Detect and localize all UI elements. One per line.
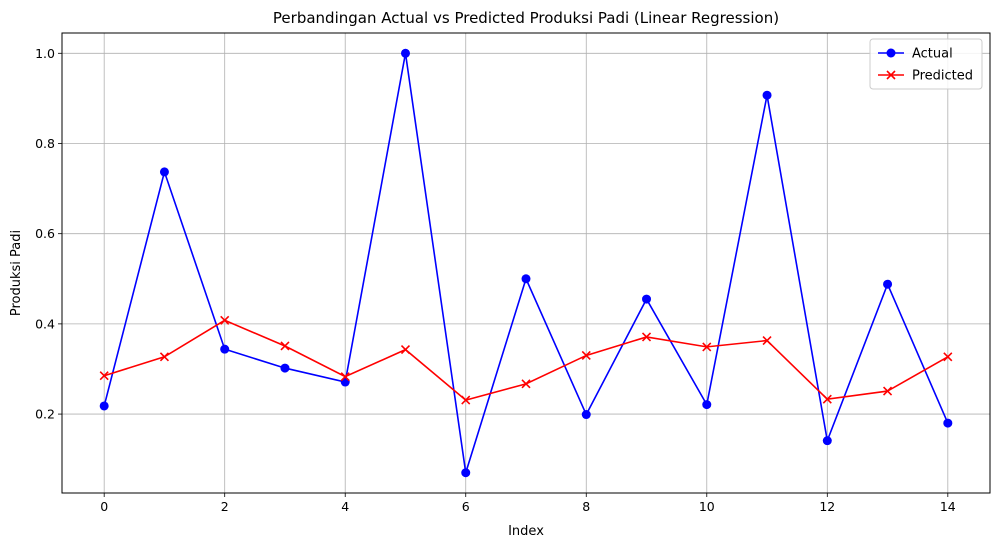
legend: Actual Predicted <box>869 38 983 90</box>
predicted-point <box>882 386 893 396</box>
legend-box <box>869 38 983 90</box>
predicted-point <box>702 342 712 352</box>
predicted-point <box>822 394 832 404</box>
actual-point <box>822 436 832 446</box>
x-tick-label: 4 <box>341 499 349 514</box>
actual-point <box>400 48 410 58</box>
grid <box>62 33 990 493</box>
predicted-line <box>103 319 949 401</box>
predicted-point <box>762 336 772 346</box>
predicted-point <box>400 345 411 355</box>
y-axis-label: Produksi Padi <box>9 230 24 316</box>
actual-point <box>461 468 471 478</box>
legend-actual-marker <box>886 48 896 58</box>
actual-point <box>642 294 652 304</box>
legend-predicted-marker <box>886 70 896 80</box>
y-tick-label: 0.2 <box>35 407 55 422</box>
predicted-point <box>641 332 652 342</box>
predicted-point <box>280 341 290 351</box>
actual-point <box>521 274 531 284</box>
predicted-point <box>461 395 471 405</box>
plot-area <box>61 32 991 494</box>
x-tick-label: 14 <box>940 499 956 514</box>
y-tick-label: 0.4 <box>35 316 55 331</box>
predicted-point <box>340 372 350 382</box>
x-axis-label: Index <box>508 524 544 539</box>
actual-point <box>702 400 712 410</box>
axis-ticks: 0 2 4 6 8 10 12 14 0.2 0.4 0.6 0.8 1.0 <box>35 46 956 514</box>
actual-point <box>943 418 953 428</box>
actual-point <box>883 279 893 289</box>
legend-actual-label: Actual <box>912 47 953 62</box>
x-tick-label: 2 <box>221 499 229 514</box>
predicted-point <box>99 371 109 381</box>
actual-point <box>280 363 290 373</box>
chart-title: Perbandingan Actual vs Predicted Produks… <box>273 9 779 27</box>
actual-point <box>220 344 230 354</box>
x-tick-label: 8 <box>582 499 590 514</box>
predicted-point <box>521 379 531 389</box>
actual-point <box>99 401 109 411</box>
x-tick-label: 10 <box>699 499 715 514</box>
actual-point <box>581 410 591 420</box>
predicted-point <box>581 350 591 361</box>
x-tick-label: 6 <box>462 499 470 514</box>
predicted-point <box>943 352 953 362</box>
x-tick-label: 0 <box>100 499 108 514</box>
actual-line <box>103 53 949 473</box>
actual-point <box>762 90 772 100</box>
predicted-point <box>220 315 230 325</box>
actual-point <box>159 167 169 177</box>
y-tick-label: 0.6 <box>35 226 55 241</box>
series-group <box>99 48 953 478</box>
predicted-point <box>159 352 170 362</box>
y-tick-label: 0.8 <box>35 136 55 151</box>
legend-predicted-label: Predicted <box>912 69 973 84</box>
x-tick-label: 12 <box>819 499 835 514</box>
y-tick-label: 1.0 <box>35 46 55 61</box>
